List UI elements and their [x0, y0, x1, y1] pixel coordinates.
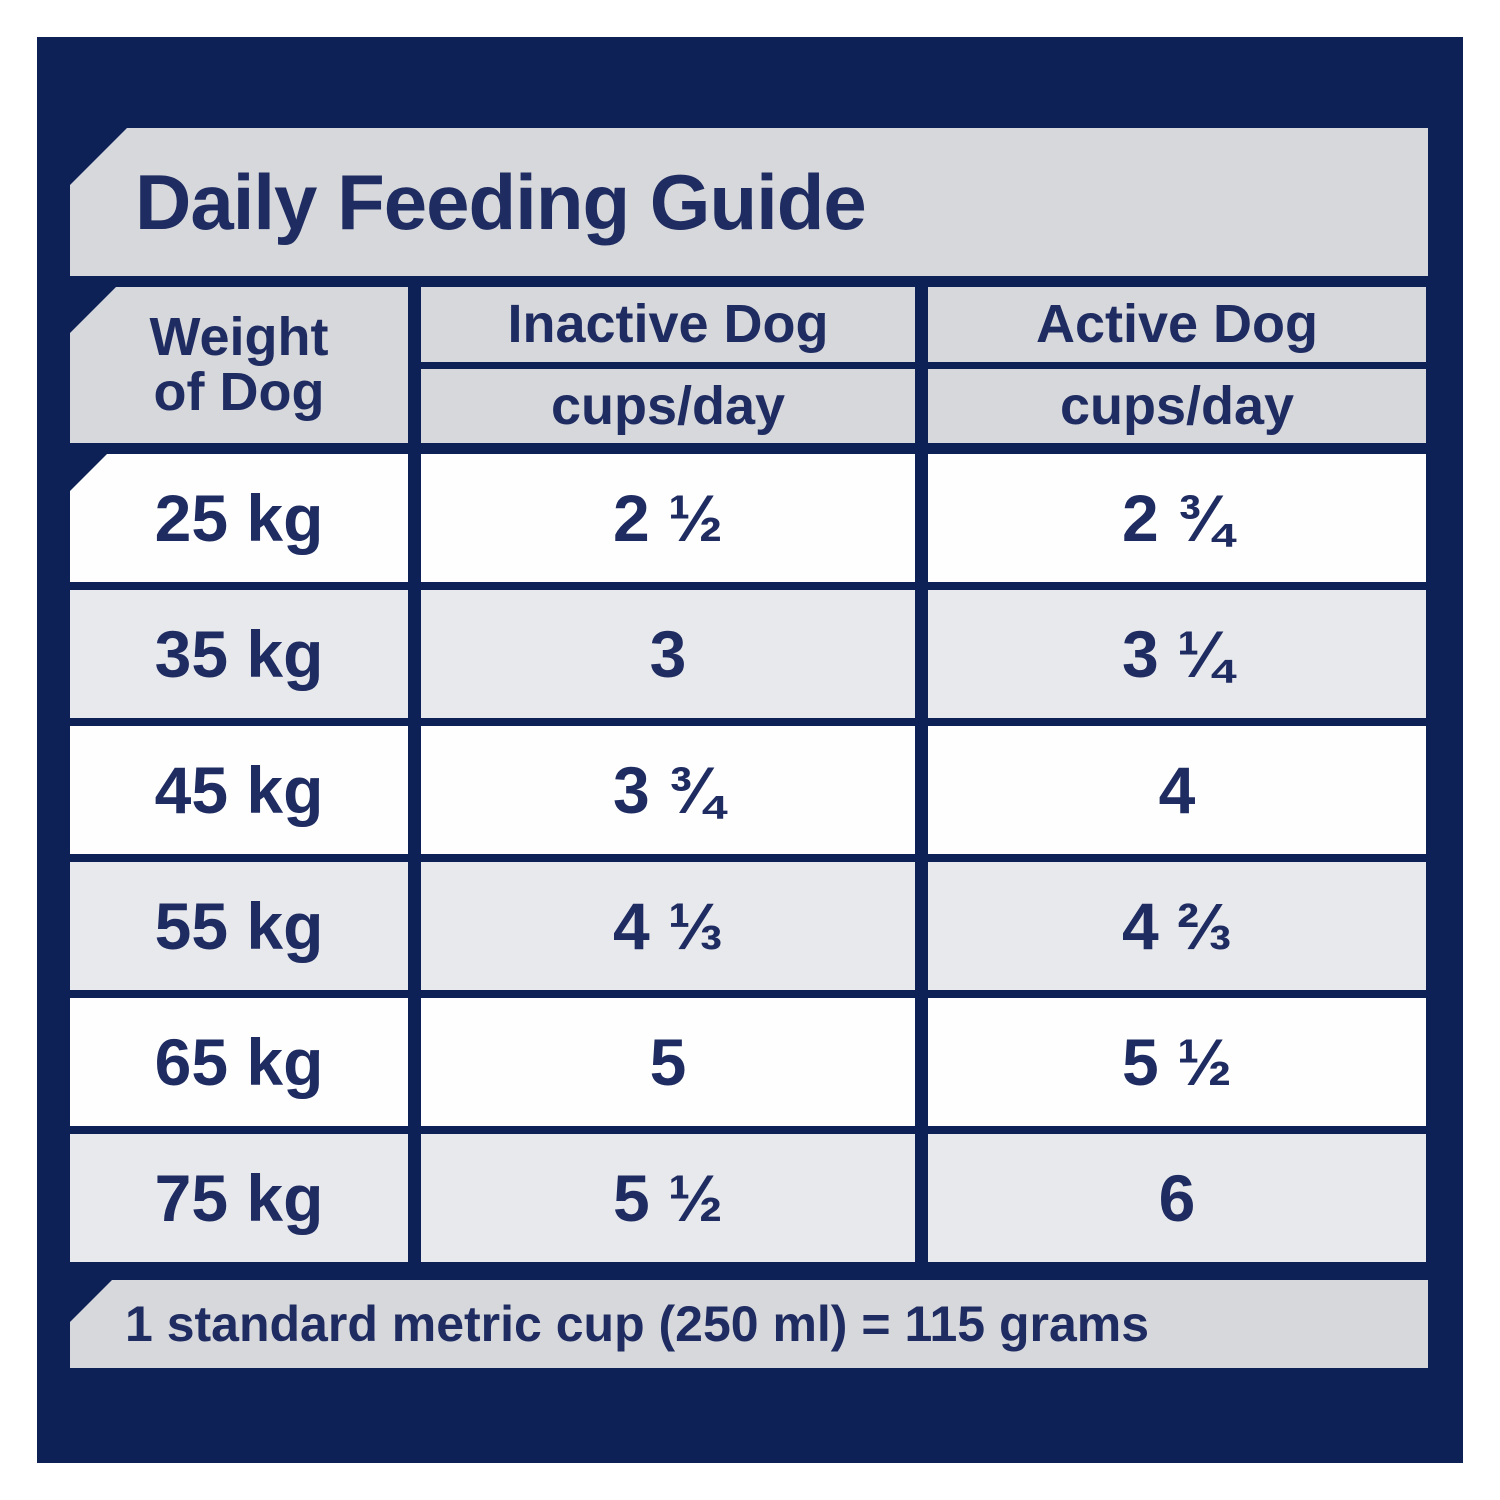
- inactive-cups-cell: 4 ⅓: [421, 862, 915, 990]
- cup-conversion-bar: 1 standard metric cup (250 ml) = 115 gra…: [70, 1280, 1428, 1368]
- title-banner: Daily Feeding Guide: [70, 128, 1428, 276]
- active-cups-cell: 3 ¼: [928, 590, 1426, 718]
- inactive-cups-cell: 3 ¾: [421, 726, 915, 854]
- inactive-dog-unit: cups/day: [421, 368, 915, 443]
- weight-cell: 45 kg: [70, 726, 408, 854]
- weight-header-line1: Weight: [149, 306, 329, 367]
- weight-header-line2: of Dog: [153, 362, 325, 422]
- feeding-table-body: 25 kg 2 ½ 2 ¾ 35 kg 3 3 ¼ 45 kg 3 ¾ 4 55…: [70, 454, 1428, 1262]
- column-header-inactive: Inactive Dog cups/day: [421, 287, 915, 443]
- table-header-row: Weight of Dog Inactive Dog cups/day Acti…: [70, 287, 1428, 443]
- active-cups-cell: 5 ½: [928, 998, 1426, 1126]
- inactive-cups-cell: 5: [421, 998, 915, 1126]
- weight-cell: 35 kg: [70, 590, 408, 718]
- active-dog-label: Active Dog: [928, 287, 1426, 362]
- weight-cell: 25 kg: [70, 454, 408, 582]
- inactive-cups-cell: 3: [421, 590, 915, 718]
- cup-conversion-note: 1 standard metric cup (250 ml) = 115 gra…: [125, 1296, 1150, 1352]
- weight-cell: 65 kg: [70, 998, 408, 1126]
- active-cups-cell: 6: [928, 1134, 1426, 1262]
- column-header-weight: Weight of Dog: [70, 287, 408, 443]
- active-cups-cell: 4 ⅔: [928, 862, 1426, 990]
- inactive-dog-label: Inactive Dog: [421, 287, 915, 362]
- inactive-cups-cell: 5 ½: [421, 1134, 915, 1262]
- active-cups-cell: 2 ¾: [928, 454, 1426, 582]
- inactive-cups-cell: 2 ½: [421, 454, 915, 582]
- weight-cell: 75 kg: [70, 1134, 408, 1262]
- column-header-active: Active Dog cups/day: [928, 287, 1426, 443]
- feeding-guide-panel: Daily Feeding Guide Weight of Dog Inacti…: [37, 37, 1463, 1463]
- active-cups-cell: 4: [928, 726, 1426, 854]
- active-dog-unit: cups/day: [928, 368, 1426, 443]
- weight-cell: 55 kg: [70, 862, 408, 990]
- header-divider: [421, 361, 915, 369]
- page-title: Daily Feeding Guide: [135, 157, 867, 246]
- header-divider: [928, 361, 1426, 369]
